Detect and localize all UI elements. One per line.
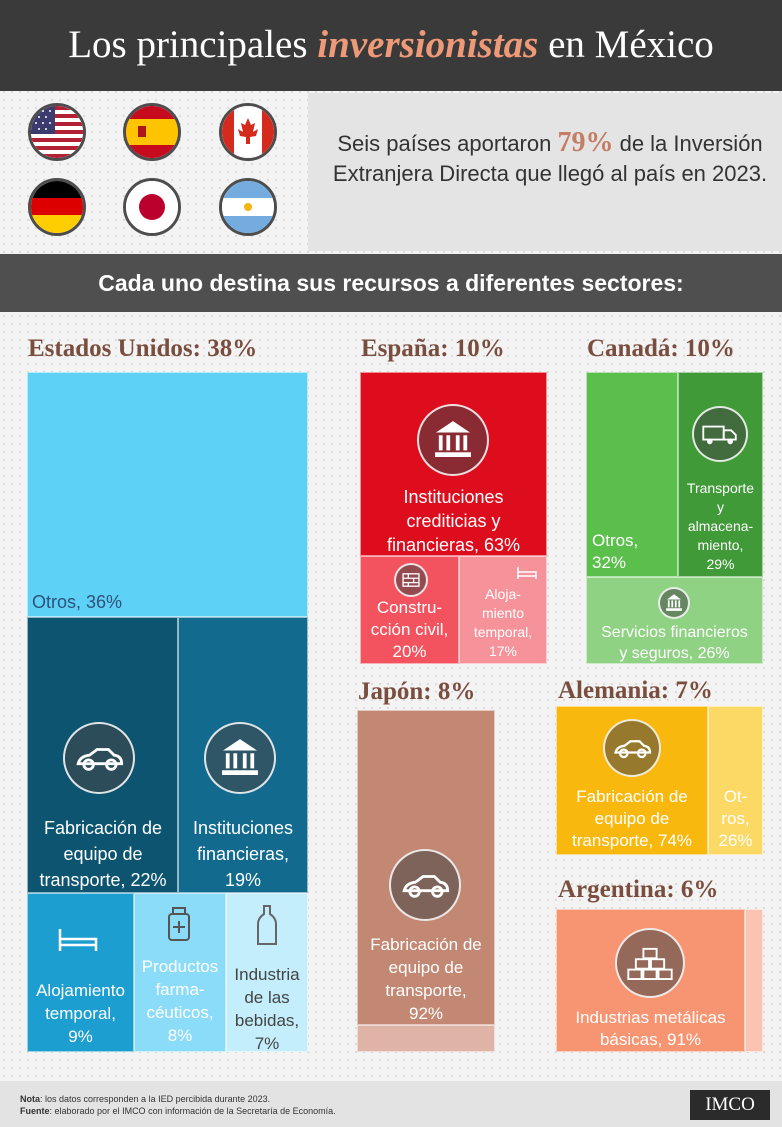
medicine-icon xyxy=(165,906,193,944)
treemap-cell-us-otros xyxy=(27,372,308,617)
country-title-es: España: 10% xyxy=(361,335,505,362)
germany-flag-icon xyxy=(28,178,86,236)
label-jp-transport: Fabricación de equipo de transporte, 92% xyxy=(370,935,482,1023)
bank-icon xyxy=(658,587,690,619)
country-title-de: Alemania: 7% xyxy=(558,677,713,704)
label-ar-metals: Industrias metálicas básicas, 91% xyxy=(575,1008,726,1049)
label-de-otros: Ot-ros, 26% xyxy=(718,787,753,850)
label-es-financial: Instituciones crediticias y financieras, 6… xyxy=(386,487,521,555)
japan-flag-icon xyxy=(123,178,181,236)
page-title: Los principales inversionistas en México xyxy=(68,23,714,66)
label-us-otros: Otros, 36% xyxy=(32,592,123,612)
label-ca-transport: Transporte y almacena-miento, 29% xyxy=(686,480,755,572)
car-icon xyxy=(603,719,661,777)
treemap-cell-us-drinks xyxy=(226,893,308,1052)
truck-icon xyxy=(692,406,748,462)
bed-icon xyxy=(56,925,100,955)
treemap-cell-us-pharma xyxy=(134,893,226,1052)
treemap-cell-ar-otros xyxy=(745,909,763,1052)
bank-icon xyxy=(204,722,276,794)
imco-logo: IMCO xyxy=(690,1090,770,1120)
treemap-cell-es-lodging xyxy=(459,556,547,664)
intro-panel xyxy=(308,93,782,251)
country-title-ar: Argentina: 6% xyxy=(558,876,719,903)
footer xyxy=(0,1081,782,1127)
treemap-cell-es-construction xyxy=(360,556,459,664)
label-es-construction: Constru-cción civil, 20% xyxy=(370,598,449,661)
treemap-cell-jp-otros xyxy=(357,1025,495,1052)
country-title-jp: Japón: 8% xyxy=(358,678,476,705)
gold-bars-icon xyxy=(615,928,685,998)
label-us-transport: Fabricación de equipo de transporte, 22% xyxy=(39,818,167,890)
treemap-cell-us-lodging xyxy=(27,893,134,1052)
footer-note: Nota: los datos corresponden a la IED pe… xyxy=(20,1094,271,1104)
bottle-icon xyxy=(256,904,278,948)
subheader-text: Cada uno destina sus recursos a diferent… xyxy=(98,270,684,296)
country-title-ca: Canadá: 10% xyxy=(587,335,735,362)
country-title-us: Estados Unidos: 38% xyxy=(28,335,258,362)
canada-flag-icon xyxy=(219,103,277,161)
intro-percent: 79% xyxy=(557,127,614,158)
us-flag-icon xyxy=(28,103,86,161)
treemap-cell-ca-otros xyxy=(586,372,678,577)
title-highlight: inversionistas xyxy=(317,23,539,66)
label-ca-financial: Servicios financieros y seguros, 26% xyxy=(601,624,748,662)
label-es-lodging: Aloja-miento temporal, 17% xyxy=(473,586,533,659)
car-icon xyxy=(63,722,135,794)
treemap-cell-de-otros xyxy=(708,706,763,855)
label-us-drinks: Industria de las bebidas, 7% xyxy=(234,965,300,1053)
bank-icon xyxy=(417,404,489,476)
header-bar xyxy=(0,0,782,91)
footer-source: Fuente: elaborado por el IMCO con inform… xyxy=(20,1106,336,1116)
intro-text: Seis países aportaron 79% de la Inversió… xyxy=(332,127,768,187)
label-us-financial: Instituciones financieras, 19% xyxy=(192,818,294,890)
spain-flag-icon xyxy=(123,103,181,161)
bed-icon xyxy=(516,565,538,581)
subheader-bar xyxy=(0,254,782,312)
label-ca-otros: Otros, 32% xyxy=(592,531,639,572)
brick-wall-icon xyxy=(394,563,428,597)
label-us-lodging: Alojamiento temporal, 9% xyxy=(36,981,125,1046)
car-icon xyxy=(389,849,461,921)
label-de-transport: Fabricación de equipo de transporte, 74% xyxy=(571,787,692,850)
label-us-pharma: Productos farma-céuticos, 8% xyxy=(141,957,219,1045)
argentina-flag-icon xyxy=(219,178,277,236)
